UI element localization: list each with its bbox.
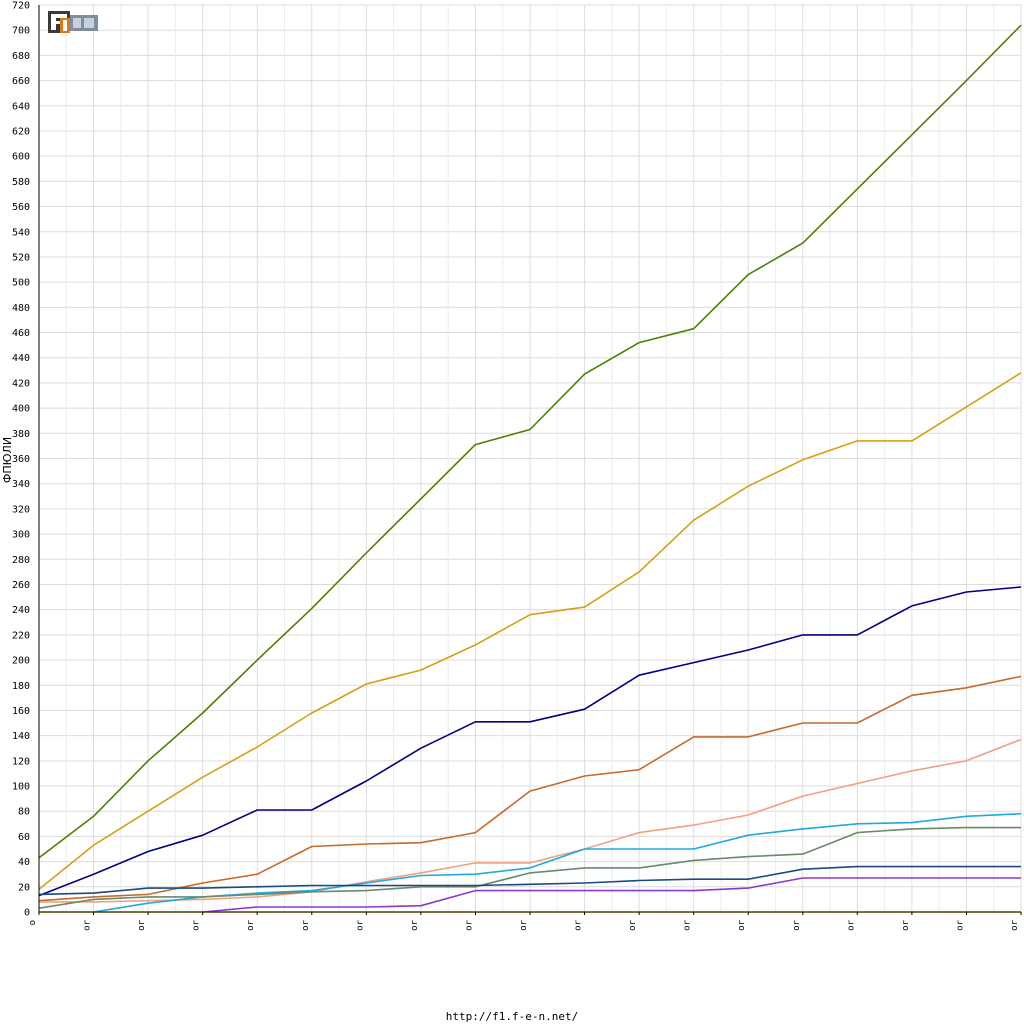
y-tick-label: 660	[12, 76, 30, 87]
y-tick-label: 120	[12, 756, 30, 767]
y-tick-label: 480	[12, 303, 30, 314]
y-tick-label: 400	[12, 404, 30, 415]
y-tick-label: 640	[12, 101, 30, 112]
y-tick-label: 220	[12, 630, 30, 641]
x-tick-label: or	[1010, 919, 1020, 930]
y-tick-label: 40	[18, 857, 30, 868]
y-tick-label: 20	[18, 882, 30, 893]
y-tick-label: 700	[12, 26, 30, 37]
series-line-4	[38, 675, 1022, 902]
y-tick-label: 620	[12, 126, 30, 137]
x-tick-label: or	[83, 919, 93, 930]
series-line-9	[202, 877, 1021, 913]
x-tick-label: or	[955, 919, 965, 930]
series-line-2	[38, 372, 1022, 890]
y-tick-label: 180	[12, 681, 30, 692]
series-line-6	[93, 812, 1022, 913]
x-tick-label: or	[792, 919, 802, 930]
logo-image	[48, 11, 98, 33]
y-tick-label: 140	[12, 731, 30, 742]
x-tick-label: or	[737, 919, 747, 930]
f1en-logo	[48, 9, 100, 37]
y-tick-label: 80	[18, 807, 30, 818]
x-tick-label: or	[192, 919, 202, 930]
y-tick-label: 440	[12, 353, 30, 364]
series-line-5	[39, 738, 1022, 903]
y-tick-label: 260	[12, 580, 30, 591]
x-tick-label: or	[464, 919, 474, 930]
y-tick-label: 340	[12, 479, 30, 490]
y-tick-labels: 0 20 40 60 80 100 120 140 160 180 200 220 240 260 280 3…	[12, 1, 30, 919]
y-tick-label: 0	[24, 908, 30, 919]
y-tick-label: 60	[18, 832, 30, 843]
grid	[38, 4, 1022, 913]
y-tick-label: 580	[12, 177, 30, 188]
x-tick-label: or	[410, 919, 420, 930]
x-tick-label: or	[519, 919, 529, 930]
y-tick-label: 560	[12, 202, 30, 213]
x-tick-label: or	[246, 919, 256, 930]
y-tick-label: 500	[12, 278, 30, 289]
y-tick-label: 240	[12, 605, 30, 616]
x-tick-labels: o or or or or or or or or or or or or or or or or or or	[28, 919, 1020, 930]
x-tick-label: or	[355, 919, 365, 930]
y-tick-label: 540	[12, 227, 30, 238]
y-tick-label: 160	[12, 706, 30, 717]
y-tick-label: 320	[12, 504, 30, 515]
y-tick-label: 460	[12, 328, 30, 339]
y-tick-label: 200	[12, 656, 30, 667]
x-tick-label: or	[683, 919, 693, 930]
series-line-1	[38, 24, 1022, 859]
x-tick-label: or	[574, 919, 584, 930]
x-tick-label: or	[901, 919, 911, 930]
axes	[38, 5, 1022, 915]
y-tick-label: 100	[12, 782, 30, 793]
y-tick-label: 300	[12, 530, 30, 541]
y-tick-label: 680	[12, 51, 30, 62]
y-tick-label: 520	[12, 252, 30, 263]
series-line-7	[38, 826, 1021, 909]
series-line-8	[38, 865, 1021, 896]
x-tick-label: or	[137, 919, 147, 930]
x-tick-label: or	[628, 919, 638, 930]
y-axis-label: ФПЮЛИ	[1, 437, 14, 483]
x-tick-label: o	[28, 920, 38, 925]
y-tick-label: 360	[12, 454, 30, 465]
y-tick-label: 600	[12, 152, 30, 163]
y-tick-label: 420	[12, 378, 30, 389]
y-tick-label: 280	[12, 555, 30, 566]
series-line-3	[38, 586, 1022, 897]
y-tick-label: 380	[12, 429, 30, 440]
y-tick-label: 720	[12, 1, 30, 12]
x-tick-label: or	[301, 919, 311, 930]
x-tick-label: or	[846, 919, 856, 930]
footer-url[interactable]: http://f1.f-e-n.net/	[445, 1010, 579, 1023]
